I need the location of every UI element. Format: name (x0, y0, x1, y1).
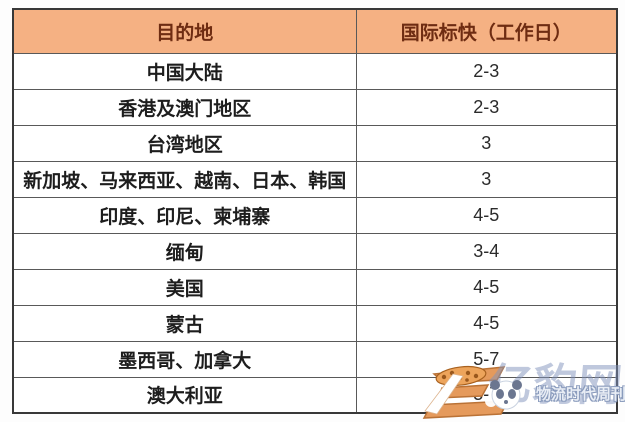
days-cell: 4-5 (355, 268, 618, 306)
destination-cell: 台湾地区 (12, 124, 357, 162)
destination-cell: 澳大利亚 (12, 376, 357, 414)
days-cell: 3 (355, 124, 618, 162)
table-row: 墨西哥、加拿大 5-7 (12, 340, 618, 378)
days-cell: 3-4 (355, 232, 618, 270)
days-cell: 5-7 (355, 340, 618, 378)
days-cell: 4-5 (355, 196, 618, 234)
table-row: 中国大陆 2-3 (12, 52, 618, 90)
col-header-express-days: 国际标快（工作日） (355, 8, 618, 54)
destination-cell: 印度、印尼、柬埔寨 (12, 196, 357, 234)
table-row: 缅甸 3-4 (12, 232, 618, 270)
days-cell: 2-3 (355, 88, 618, 126)
table-row: 香港及澳门地区 2-3 (12, 88, 618, 126)
destination-cell: 美国 (12, 268, 357, 306)
days-cell: 3 (355, 160, 618, 198)
col-header-destination: 目的地 (12, 8, 357, 54)
destination-cell: 新加坡、马来西亚、越南、日本、韩国 (12, 160, 357, 198)
table-row: 美国 4-5 (12, 268, 618, 306)
destination-cell: 墨西哥、加拿大 (12, 340, 357, 378)
shipping-rates-table: 目的地 国际标快（工作日） 中国大陆 2-3 香港及澳门地区 2-3 台湾地区 … (12, 8, 618, 414)
destination-cell: 香港及澳门地区 (12, 88, 357, 126)
table-row: 蒙古 4-5 (12, 304, 618, 342)
destination-cell: 蒙古 (12, 304, 357, 342)
table-row: 澳大利亚 5-7 (12, 376, 618, 414)
destination-cell: 缅甸 (12, 232, 357, 270)
table-row: 新加坡、马来西亚、越南、日本、韩国 3 (12, 160, 618, 198)
table-row: 印度、印尼、柬埔寨 4-5 (12, 196, 618, 234)
header-row: 目的地 国际标快（工作日） (12, 8, 618, 54)
destination-cell: 中国大陆 (12, 52, 357, 90)
days-cell: 2-3 (355, 52, 618, 90)
days-cell: 5-7 (355, 376, 618, 414)
days-cell: 4-5 (355, 304, 618, 342)
table-row: 台湾地区 3 (12, 124, 618, 162)
